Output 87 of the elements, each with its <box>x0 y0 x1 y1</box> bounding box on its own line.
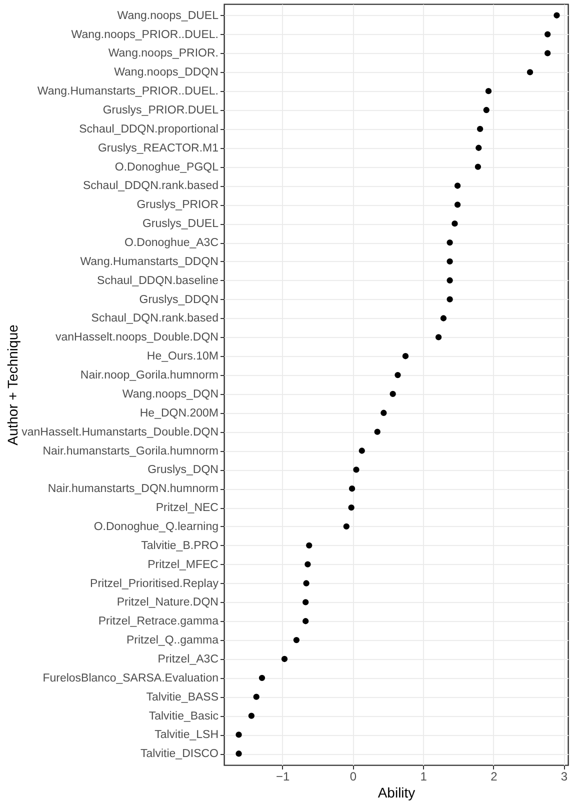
point <box>302 618 309 624</box>
point <box>380 410 387 416</box>
point <box>544 31 551 38</box>
point <box>452 220 458 227</box>
point <box>253 694 260 700</box>
y-tick-label: Schaul_DDQN.baseline <box>97 274 218 287</box>
point <box>348 504 354 511</box>
point <box>446 296 453 302</box>
point <box>474 164 482 170</box>
y-tick-label: Pritzel_MFEC <box>148 558 218 571</box>
point <box>302 599 309 606</box>
y-tick-label: Pritzel_Q..gamma <box>126 634 220 647</box>
y-tick-label: Gruslys_REACTOR.M1 <box>98 142 218 154</box>
y-tick-label: Gruslys_DUEL <box>142 218 220 230</box>
point <box>476 144 482 151</box>
y-tick-label: Pritzel_NEC <box>156 502 218 514</box>
y-tick-label: Wang.noops_DUEL <box>117 10 220 22</box>
point <box>476 126 484 132</box>
point <box>554 12 560 18</box>
point <box>343 523 350 530</box>
y-tick-label: Talvitie_B.PRO <box>141 540 219 552</box>
point <box>248 712 255 719</box>
y-tick-label: He_Ours.10M <box>146 350 218 363</box>
y-tick-label: FurelosBlanco_SARSA.Evaluation <box>42 672 218 684</box>
point <box>544 50 551 56</box>
point <box>293 636 300 644</box>
x-tick-label: 3 <box>560 770 568 784</box>
x-tick-label: 2 <box>490 770 498 784</box>
point <box>348 486 356 492</box>
y-tick-label: Talvitie_LSH <box>154 729 218 742</box>
y-tick-label: Gruslys_PRIOR.DUEL <box>102 104 220 117</box>
point <box>281 656 288 662</box>
point <box>446 277 453 284</box>
point <box>258 674 266 681</box>
y-tick-label: Gruslys_DQN <box>148 464 218 476</box>
point <box>374 428 380 435</box>
point <box>353 466 360 473</box>
x-tick-label: 1 <box>420 770 428 784</box>
y-tick-label: vanHasselt.noops_Double.DQN <box>55 332 218 344</box>
point <box>236 750 242 757</box>
y-tick-label: Talvitie_DISCO <box>140 748 219 760</box>
y-tick-label: Wang.noops_PRIOR..DUEL. <box>71 28 218 41</box>
y-tick-label: Pritzel_A3C <box>158 653 218 666</box>
point <box>435 334 442 340</box>
x-tick-label: −1 <box>276 770 290 784</box>
x-axis-title: Ability <box>378 784 416 800</box>
point <box>402 353 409 360</box>
point <box>440 315 447 322</box>
point <box>394 372 401 378</box>
point <box>454 182 461 189</box>
point <box>526 69 534 76</box>
y-tick-label: Talvitie_Basic <box>148 710 219 722</box>
y-tick-label: Wang.noops_DQN <box>122 388 218 400</box>
x-tick-label: 0 <box>350 770 357 784</box>
point <box>236 732 242 738</box>
y-tick-label: Gruslys_DDQN <box>139 294 218 306</box>
y-axis-title: Author + Technique <box>4 324 20 446</box>
point <box>304 561 311 568</box>
point <box>358 448 365 454</box>
y-tick-label: Wang.noops_PRIOR. <box>108 48 218 60</box>
point <box>390 390 396 398</box>
y-tick-label: Wang.Humanstarts_PRIOR..DUEL. <box>37 86 218 98</box>
point <box>306 542 312 548</box>
point <box>446 258 453 265</box>
y-tick-label: He_DQN.200M <box>140 407 218 420</box>
y-tick-label: O.Donoghue_PGQL <box>114 161 220 174</box>
y-tick-label: Schaul_DDQN.proportional <box>79 123 218 136</box>
y-tick-label: Nair.noop_Gorila.humnorm <box>80 370 218 382</box>
y-tick-label: O.Donoghue_A3C <box>124 237 218 250</box>
point <box>454 202 461 208</box>
y-tick-label: Pritzel_Retrace.gamma <box>98 616 220 628</box>
y-tick-label: Schaul_DQN.rank.based <box>91 312 218 325</box>
y-tick-label: Wang.noops_DDQN <box>114 66 218 79</box>
point <box>303 580 310 586</box>
point <box>483 106 490 114</box>
y-tick-label: vanHasselt.Humanstarts_Double.DQN <box>22 426 218 438</box>
y-tick-label: Nair.humanstarts_Gorila.humnorm <box>42 445 218 458</box>
y-tick-label: Wang.Humanstarts_DDQN <box>80 256 218 268</box>
y-tick-label: Pritzel_Prioritised.Replay <box>90 578 219 590</box>
y-tick-label: Schaul_DDQN.rank.based <box>82 180 218 192</box>
y-tick-label: Talvitie_BASS <box>146 691 219 704</box>
y-tick-label: O.Donoghue_Q.learning <box>94 520 218 533</box>
y-tick-label: Pritzel_Nature.DQN <box>116 596 218 609</box>
point <box>485 88 492 94</box>
y-tick-label: Nair.humanstarts_DQN.humnorm <box>48 483 218 496</box>
y-tick-label: Gruslys_PRIOR <box>136 199 218 212</box>
point <box>446 239 453 246</box>
